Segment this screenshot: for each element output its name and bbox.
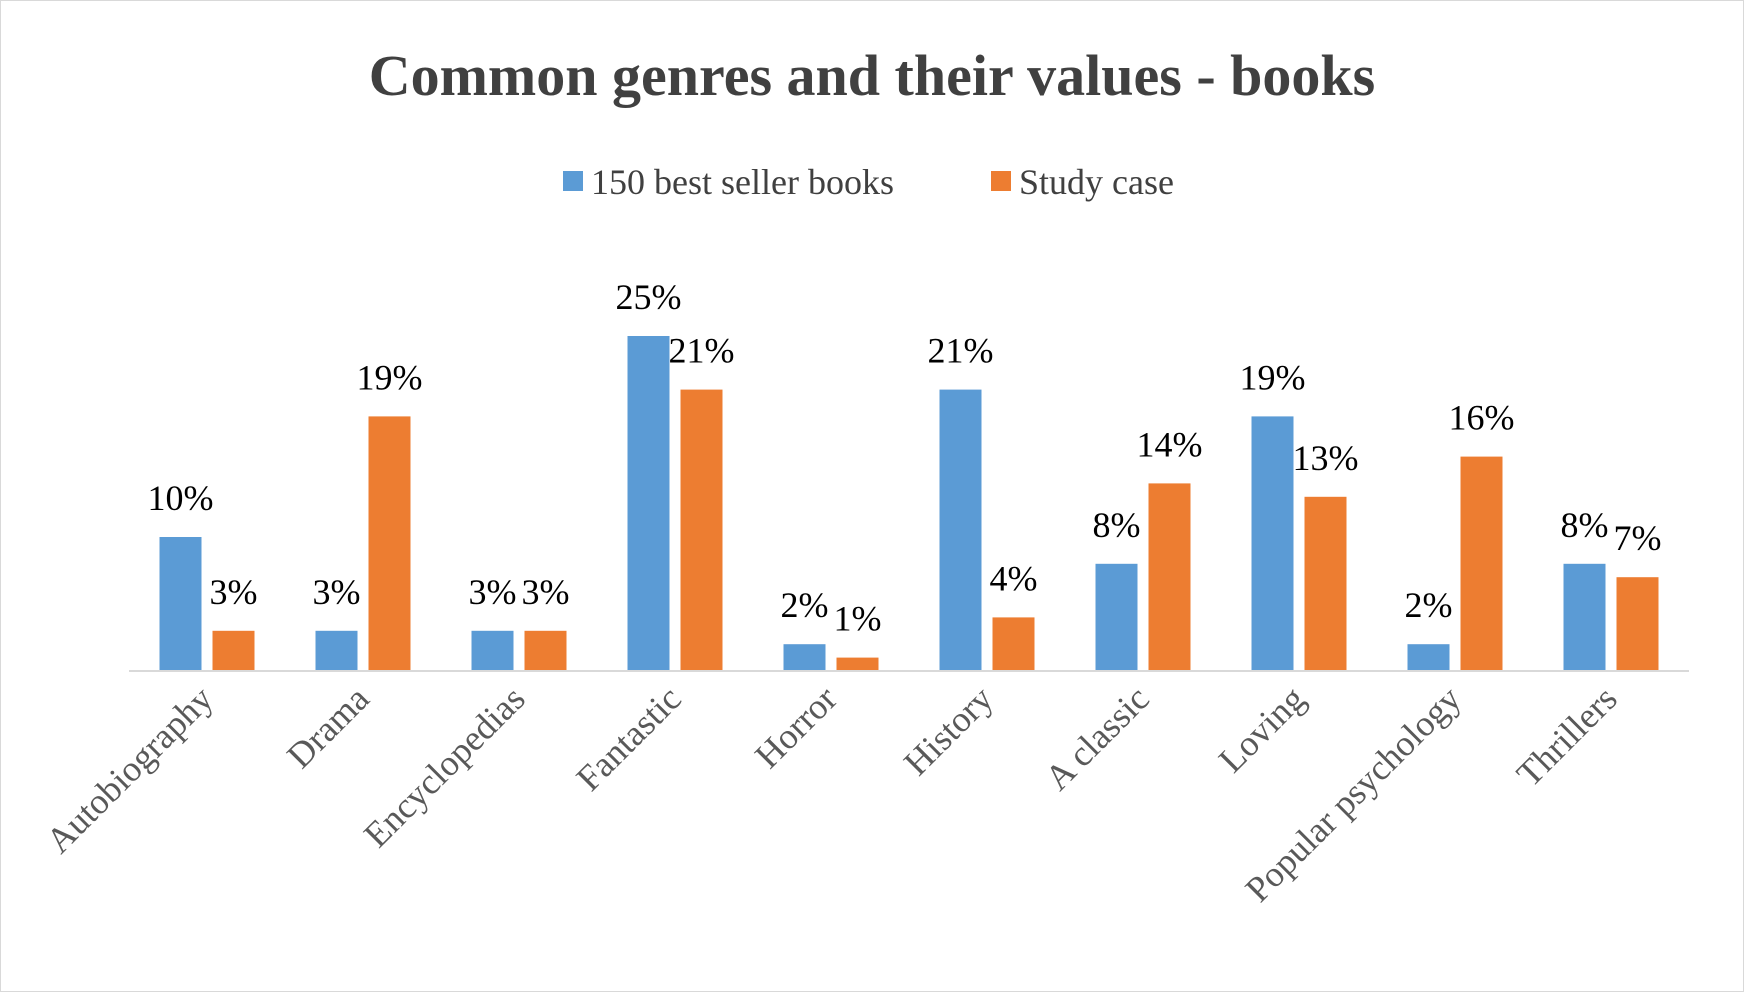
category-label-3: Fantastic <box>568 678 688 798</box>
bar-series2-3 <box>680 389 723 671</box>
data-label-series2-2: 3% <box>522 572 570 612</box>
data-label-series2-5: 4% <box>990 558 1038 598</box>
bar-series2-4 <box>836 657 879 671</box>
legend-label-1: 150 best seller books <box>591 162 894 202</box>
bar-series2-9 <box>1616 577 1659 671</box>
data-label-series1-7: 19% <box>1240 357 1306 397</box>
legend-swatch-1 <box>563 171 583 191</box>
bar-series1-7 <box>1251 416 1294 671</box>
data-label-series2-1: 19% <box>357 357 423 397</box>
bar-series2-5 <box>992 617 1035 671</box>
category-label-1: Drama <box>279 678 377 776</box>
data-label-series2-8: 16% <box>1449 398 1515 438</box>
bar-series2-7 <box>1304 496 1347 671</box>
bar-series2-0 <box>212 630 255 671</box>
category-label-4: Horror <box>747 678 845 776</box>
data-label-series1-1: 3% <box>313 572 361 612</box>
bar-series1-4 <box>783 644 826 671</box>
data-label-series2-3: 21% <box>669 331 735 371</box>
data-label-series1-5: 21% <box>928 331 994 371</box>
bar-series1-2 <box>471 630 514 671</box>
legend-label-2: Study case <box>1019 162 1174 202</box>
category-label-9: Thrillers <box>1509 678 1625 794</box>
bar-series1-9 <box>1563 563 1606 671</box>
bar-series2-8 <box>1460 456 1503 671</box>
data-label-series1-0: 10% <box>148 478 214 518</box>
data-labels: 10%3% 3%19%3% 3%25%21%2% 1%21%4%8%14%19%13%… <box>148 277 1662 639</box>
bar-series2-2 <box>524 630 567 671</box>
data-label-series1-8: 2% <box>1405 585 1453 625</box>
chart-title: Common genres and their values - books <box>369 43 1376 108</box>
bar-series1-1 <box>315 630 358 671</box>
data-label-series1-2: 3% <box>469 572 517 612</box>
bar-series2-1 <box>368 416 411 671</box>
data-label-series1-6: 8% <box>1093 505 1141 545</box>
category-label-2: Encyclopedias <box>356 678 533 855</box>
data-label-series2-6: 14% <box>1137 424 1203 464</box>
category-label-0: Autobiography <box>38 678 220 860</box>
legend: 150 best seller books Study case <box>563 162 1174 202</box>
data-label-series1-9: 8% <box>1561 505 1609 545</box>
bar-series1-3 <box>627 336 670 671</box>
bar-series1-6 <box>1095 563 1138 671</box>
data-label-series1-4: 2% <box>781 585 829 625</box>
data-label-series2-9: 7% <box>1614 518 1662 558</box>
data-label-series2-7: 13% <box>1293 438 1359 478</box>
data-label-series1-3: 25% <box>616 277 682 317</box>
legend-swatch-2 <box>991 171 1011 191</box>
data-label-series2-4: 1% <box>834 599 882 639</box>
bar-series1-5 <box>939 389 982 671</box>
bar-series1-0 <box>159 537 202 671</box>
data-label-series2-0: 3% <box>210 572 258 612</box>
category-label-6: A classic <box>1037 678 1156 797</box>
bar-group <box>159 336 1659 671</box>
category-label-7: Loving <box>1211 678 1313 780</box>
bar-series2-6 <box>1148 483 1191 671</box>
category-label-5: History <box>896 678 1001 783</box>
bar-series1-8 <box>1407 644 1450 671</box>
